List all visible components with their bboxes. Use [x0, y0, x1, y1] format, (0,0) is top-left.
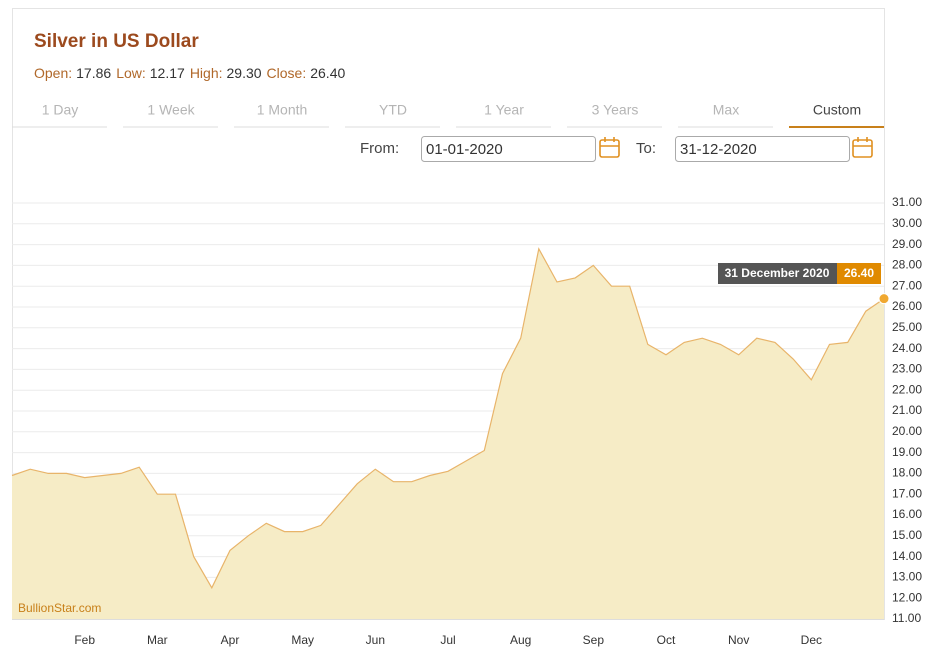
y-tick-label: 24.00	[892, 341, 922, 355]
x-tick-label: Mar	[147, 633, 168, 647]
tab-label: 1 Week	[147, 102, 195, 118]
to-label: To:	[636, 140, 656, 157]
from-value: 01-01-2020	[426, 141, 503, 158]
y-tick-label: 13.00	[892, 570, 922, 584]
tabs: 1 Day 1 Week 1 Month YTD 1 Year 3 Years Max Cus…	[12, 102, 884, 128]
to-value: 31-12-2020	[680, 141, 757, 158]
x-tick-label: Aug	[510, 633, 531, 647]
stat-value: 17.86	[76, 65, 111, 81]
y-tick-label: 14.00	[892, 549, 922, 563]
x-tick-label: Apr	[221, 633, 240, 647]
to-calendar[interactable]	[852, 137, 873, 158]
x-tick-label: Jun	[366, 633, 385, 647]
stat-label: Close:	[267, 65, 307, 81]
tab-label: 3 Years	[592, 102, 639, 118]
tab-label: YTD	[379, 102, 407, 118]
y-tick-label: 15.00	[892, 528, 922, 542]
tab[interactable]: 1 Week	[123, 102, 218, 128]
x-tick-label: Nov	[728, 633, 749, 647]
stat-label: Open:	[34, 65, 72, 81]
y-tick-label: 27.00	[892, 278, 922, 292]
tooltip-date: 31 December 2020	[725, 266, 830, 280]
y-tick-label: 19.00	[892, 445, 922, 459]
title: Silver in US Dollar	[34, 31, 199, 52]
y-tick-label: 31.00	[892, 195, 922, 209]
x-tick-label: Jul	[440, 633, 455, 647]
stat-value: 29.30	[227, 65, 262, 81]
tab-label: Custom	[813, 102, 861, 118]
y-tick-label: 30.00	[892, 216, 922, 230]
from-input[interactable]	[421, 136, 596, 162]
from-label: From:	[360, 140, 399, 157]
tooltip-value: 26.40	[844, 266, 874, 280]
y-tick-label: 26.00	[892, 299, 922, 313]
tab[interactable]: 1 Year	[456, 102, 551, 128]
x-tick-label: Dec	[801, 633, 822, 647]
x-tick-label: May	[291, 633, 314, 647]
tooltip-date-box	[718, 263, 837, 284]
tab[interactable]: 1 Day	[12, 102, 107, 128]
tab[interactable]: 1 Month	[234, 102, 329, 128]
from-calendar[interactable]	[599, 137, 620, 158]
y-tick-label: 17.00	[892, 486, 922, 500]
last-point	[878, 293, 890, 305]
stat-value: 12.17	[150, 65, 185, 81]
y-tick-label: 11.00	[892, 611, 921, 625]
area-fill	[12, 248, 884, 620]
y-tick-label: 12.00	[892, 590, 922, 604]
y-tick-label: 29.00	[892, 237, 922, 251]
y-tick-label: 25.00	[892, 320, 922, 334]
y-tick-label: 22.00	[892, 382, 922, 396]
x-tick-label: Feb	[74, 633, 95, 647]
tab-label: 1 Year	[484, 102, 524, 118]
x-tick-label: Oct	[657, 633, 676, 647]
x-tick-label: Sep	[583, 633, 605, 647]
stat-value: 26.40	[310, 65, 345, 81]
y-tick-label: 23.00	[892, 362, 922, 376]
watermark: BullionStar.com	[18, 601, 101, 615]
tab[interactable]: Max	[678, 102, 773, 128]
tab[interactable]: YTD	[345, 102, 440, 128]
plot: 11.00 12.00 13.00 14.00 15.00 16.00 17.00 18.00…	[11, 195, 922, 647]
tab-label: Max	[713, 102, 739, 118]
y-tick-label: 20.00	[892, 424, 922, 438]
stats: Open: 17.86 Low: 12.17 High: 29.30 Close: 26.40	[34, 65, 345, 81]
stat-label: High:	[190, 65, 223, 81]
tab-label: 1 Day	[42, 102, 79, 118]
tab-label: 1 Month	[257, 102, 308, 118]
tab[interactable]: Custom	[789, 102, 884, 128]
y-tick-label: 21.00	[892, 403, 922, 417]
stats-line: Open: 17.86 Low: 12.17 High: 29.30 Close: 26.40	[34, 65, 345, 81]
y-tick-label: 18.00	[892, 466, 922, 480]
area-line	[11, 247, 885, 590]
stat-label: Low:	[116, 65, 146, 81]
tooltip-value-box	[837, 263, 881, 284]
y-tick-label: 28.00	[892, 258, 922, 272]
y-tick-label: 16.00	[892, 507, 922, 521]
tab[interactable]: 3 Years	[567, 102, 662, 128]
to-input[interactable]	[675, 136, 850, 162]
